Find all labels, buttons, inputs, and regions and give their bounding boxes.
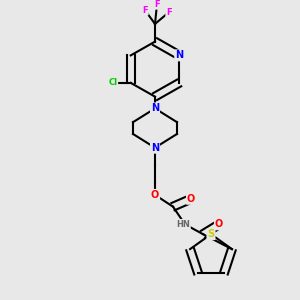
Text: Cl: Cl: [108, 78, 117, 87]
Text: F: F: [142, 6, 148, 15]
Text: N: N: [151, 143, 159, 153]
Text: O: O: [151, 190, 159, 200]
Text: O: O: [187, 194, 195, 204]
Text: S: S: [207, 229, 214, 239]
Text: F: F: [154, 0, 160, 9]
Text: HN: HN: [176, 220, 190, 229]
Text: O: O: [215, 219, 223, 230]
Text: F: F: [166, 8, 172, 16]
Text: N: N: [151, 103, 159, 113]
Text: N: N: [175, 50, 183, 60]
